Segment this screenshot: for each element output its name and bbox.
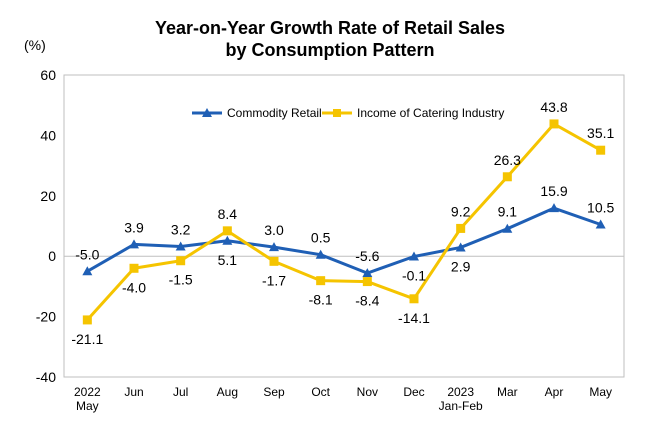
data-label: -8.4 bbox=[355, 293, 379, 309]
x-tick-label: Mar bbox=[497, 385, 518, 399]
data-point bbox=[549, 119, 559, 129]
data-label: 9.1 bbox=[498, 204, 518, 220]
data-point bbox=[456, 223, 466, 233]
legend-marker bbox=[333, 109, 341, 117]
data-point bbox=[222, 235, 233, 245]
data-label: 3.0 bbox=[264, 222, 284, 238]
x-tick-label: Nov bbox=[357, 385, 378, 399]
data-label: 9.2 bbox=[451, 203, 471, 219]
x-tick-label: Apr bbox=[545, 385, 564, 399]
data-label: 43.8 bbox=[540, 99, 567, 115]
y-tick-label: 40 bbox=[40, 127, 56, 143]
data-label: 15.9 bbox=[540, 183, 567, 199]
legend-marker bbox=[202, 108, 212, 117]
y-tick-label: -20 bbox=[36, 309, 56, 325]
data-label: 26.3 bbox=[494, 152, 521, 168]
data-point bbox=[269, 242, 279, 252]
data-label: -5.0 bbox=[75, 246, 99, 262]
chart-title-line-1: Year-on-Year Growth Rate of Retail Sales bbox=[155, 18, 505, 38]
data-label: -1.7 bbox=[262, 272, 286, 288]
data-label: -21.1 bbox=[71, 331, 103, 347]
data-label: 5.1 bbox=[218, 252, 238, 268]
data-point bbox=[316, 276, 326, 286]
x-tick-label: Jun bbox=[124, 385, 143, 399]
x-tick-label: 2023 bbox=[447, 385, 474, 399]
data-label: 3.2 bbox=[171, 222, 191, 238]
x-tick-label: 2022 bbox=[74, 385, 101, 399]
legend-label: Income of Catering Industry bbox=[357, 106, 504, 120]
data-labels: -5.0 3.9 3.2 5.1 3.0 0.5 -5.6 -0.1 2.9 9.1 15.9 10.… bbox=[71, 99, 614, 347]
plot-area bbox=[63, 74, 625, 378]
y-tick-label: 60 bbox=[40, 67, 56, 83]
data-label: -14.1 bbox=[398, 310, 430, 326]
x-tick-label: Aug bbox=[217, 385, 238, 399]
y-unit-label: (%) bbox=[24, 37, 46, 53]
data-point bbox=[362, 268, 373, 278]
data-label: -8.1 bbox=[309, 292, 333, 308]
x-tick-label: Oct bbox=[311, 385, 330, 399]
data-point bbox=[82, 266, 93, 276]
x-tick-label: Dec bbox=[403, 385, 424, 399]
data-point bbox=[82, 315, 92, 325]
data-label: -1.5 bbox=[169, 272, 193, 288]
data-point bbox=[175, 241, 186, 251]
y-tick-label: 20 bbox=[40, 188, 56, 204]
data-label: 8.4 bbox=[218, 206, 238, 222]
data-point bbox=[409, 251, 419, 261]
data-label: 35.1 bbox=[587, 125, 614, 141]
data-point bbox=[502, 172, 512, 182]
data-label: 10.5 bbox=[587, 199, 614, 215]
data-label: 3.9 bbox=[124, 219, 144, 235]
x-tick-label: Jan-Feb bbox=[439, 399, 483, 413]
data-point bbox=[549, 203, 559, 213]
data-label: -4.0 bbox=[122, 279, 146, 295]
data-point bbox=[222, 226, 232, 236]
series-line-1 bbox=[86, 122, 602, 321]
data-label: -0.1 bbox=[402, 268, 426, 284]
x-tick-label: May bbox=[589, 385, 612, 399]
data-point bbox=[455, 242, 466, 252]
x-tick-label: May bbox=[76, 399, 99, 413]
data-point bbox=[176, 256, 186, 266]
data-point bbox=[502, 223, 513, 233]
data-point bbox=[129, 239, 139, 249]
data-point bbox=[595, 219, 606, 229]
legend-label: Commodity Retail bbox=[227, 106, 322, 120]
data-label: 0.5 bbox=[311, 230, 331, 246]
data-point bbox=[409, 294, 419, 304]
series-layer bbox=[82, 119, 606, 325]
y-tick-label: -40 bbox=[36, 369, 56, 385]
data-point bbox=[315, 249, 326, 259]
data-label: -5.6 bbox=[355, 248, 379, 264]
y-tick-label: 0 bbox=[48, 248, 56, 264]
data-point bbox=[129, 263, 139, 273]
x-tick-label: Sep bbox=[263, 385, 285, 399]
data-point bbox=[269, 256, 279, 266]
data-point bbox=[596, 145, 606, 155]
legend: Commodity Retail Income of Catering Indus… bbox=[192, 106, 504, 120]
chart-title-line-2: by Consumption Pattern bbox=[225, 40, 434, 60]
series-line-0 bbox=[86, 206, 602, 275]
data-label: 2.9 bbox=[451, 258, 471, 274]
x-tick-label: Jul bbox=[173, 385, 188, 399]
data-point bbox=[362, 277, 372, 287]
